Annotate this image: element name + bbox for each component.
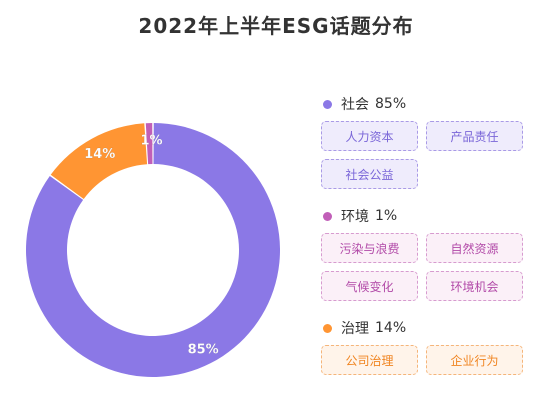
legend-dot-icon [323, 99, 332, 109]
topic-tag[interactable]: 自然资源 [426, 233, 523, 263]
legend-group: 社会 85% 人力资本 产品责任 社会公益 [321, 95, 531, 189]
topic-tag[interactable]: 企业行为 [426, 345, 523, 375]
donut-slice-3[interactable] [50, 123, 148, 200]
topic-tag[interactable]: 人力资本 [321, 121, 418, 151]
donut-slice-2[interactable] [145, 123, 153, 165]
legend-label: 社会 [341, 97, 369, 113]
legend-group: 治理 14% 公司治理 企业行为 [321, 319, 531, 375]
legend-label: 治理 [341, 321, 369, 337]
legend-item[interactable]: 社会 85% [321, 95, 531, 113]
legend-item[interactable]: 环境 1% [321, 207, 531, 225]
legend-label: 环境 [341, 209, 369, 225]
legend-item[interactable]: 治理 14% [321, 319, 531, 337]
legend-percent: 85% [375, 96, 407, 112]
legend-dot-icon [323, 323, 332, 333]
topic-tag[interactable]: 社会公益 [321, 159, 418, 189]
topic-tag[interactable]: 公司治理 [321, 345, 418, 375]
slice-label-1: 85% [188, 342, 219, 357]
tag-list: 人力资本 产品责任 社会公益 [321, 121, 531, 189]
legend: 社会 85% 人力资本 产品责任 社会公益环境 1% 污染与浪费 自然资源 气候变化 环境机会治理… [321, 95, 531, 393]
slice-label-2: 1% [140, 134, 162, 149]
legend-group: 环境 1% 污染与浪费 自然资源 气候变化 环境机会 [321, 207, 531, 301]
topic-tag[interactable]: 产品责任 [426, 121, 523, 151]
topic-tag[interactable]: 气候变化 [321, 271, 418, 301]
donut-slice-1[interactable] [25, 123, 280, 378]
legend-percent: 1% [375, 208, 398, 224]
legend-dot-icon [323, 211, 332, 221]
topic-tag[interactable]: 环境机会 [426, 271, 523, 301]
chart-title: 2022年上半年ESG话题分布 [138, 14, 414, 38]
topic-tag[interactable]: 污染与浪费 [321, 233, 418, 263]
legend-percent: 14% [375, 320, 407, 336]
tag-list: 公司治理 企业行为 [321, 345, 531, 375]
slice-label-3: 14% [84, 147, 115, 162]
tag-list: 污染与浪费 自然资源 气候变化 环境机会 [321, 233, 531, 301]
